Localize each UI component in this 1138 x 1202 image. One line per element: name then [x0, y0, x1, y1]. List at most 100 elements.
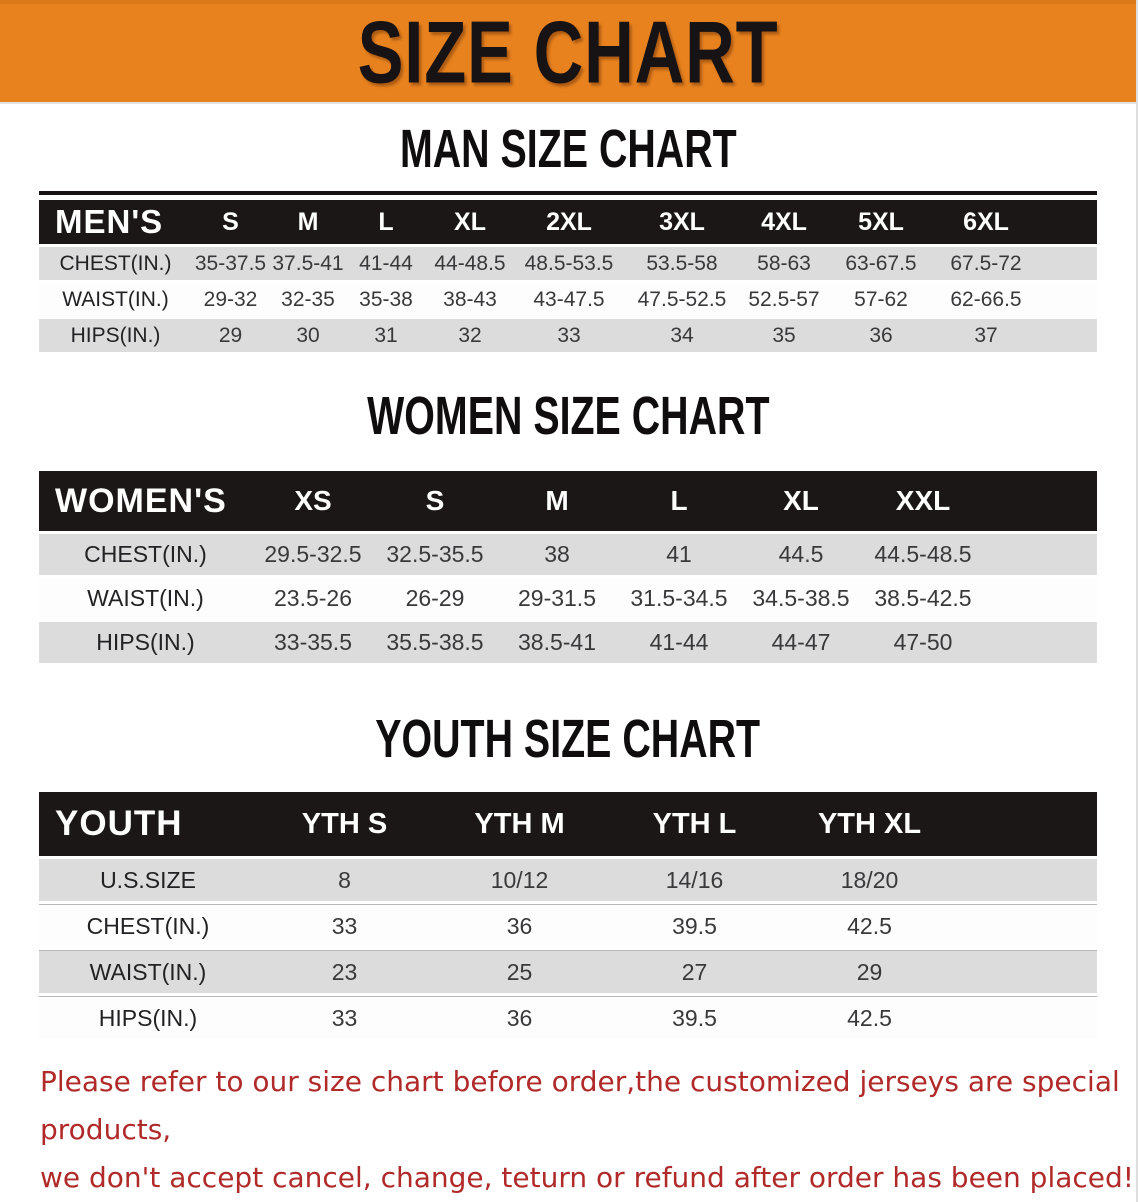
men-size-col-xl: XL	[425, 200, 515, 244]
women-hips-cell: 44-47	[740, 622, 862, 663]
men-size-col-s: S	[192, 200, 269, 244]
youth-size-table: YOUTH YTH S YTH M YTH L YTH XL U.S.SIZE …	[39, 789, 1097, 1042]
men-chest-cell: 41-44	[347, 247, 425, 280]
women-waist-cell: 23.5-26	[252, 578, 374, 619]
men-waist-cell: 35-38	[347, 283, 425, 316]
youth-size-col-s: YTH S	[257, 792, 432, 856]
men-waist-cell: 62-66.5	[935, 283, 1037, 316]
youth-size-col-m: YTH M	[432, 792, 607, 856]
youth-chest-label: CHEST(IN.)	[39, 904, 257, 947]
women-hips-cell: 47-50	[862, 622, 984, 663]
women-size-col-l: L	[618, 471, 740, 531]
women-waist-spacer	[984, 578, 1097, 619]
men-heading-text: MAN SIZE CHART	[399, 119, 737, 180]
women-chest-cell: 44.5	[740, 534, 862, 575]
youth-ussize-cell: 10/12	[432, 859, 607, 901]
youth-ussize-cell: 14/16	[607, 859, 782, 901]
women-size-col-xs: XS	[252, 471, 374, 531]
youth-size-col-l: YTH L	[607, 792, 782, 856]
youth-chest-cell: 36	[432, 904, 607, 947]
men-hips-label: HIPS(IN.)	[39, 319, 192, 352]
women-hips-cell: 38.5-41	[496, 622, 618, 663]
women-waist-cell: 29-31.5	[496, 578, 618, 619]
women-hips-cell: 41-44	[618, 622, 740, 663]
men-size-col-5xl: 5XL	[827, 200, 935, 244]
women-waist-cell: 31.5-34.5	[618, 578, 740, 619]
men-header-label: MEN'S	[39, 200, 192, 244]
men-chest-cell: 53.5-58	[623, 247, 741, 280]
youth-waist-cell: 25	[432, 950, 607, 993]
youth-hips-cell: 36	[432, 996, 607, 1039]
women-heading-text: WOMEN SIZE CHART	[366, 386, 770, 447]
men-hips-cell: 34	[623, 319, 741, 352]
men-size-table: MEN'S S M L XL 2XL 3XL 4XL 5XL 6XL CHEST…	[39, 197, 1097, 355]
women-waist-cell: 38.5-42.5	[862, 578, 984, 619]
youth-ussize-spacer	[957, 859, 1097, 901]
men-waist-label: WAIST(IN.)	[39, 283, 192, 316]
men-waist-cell: 52.5-57	[741, 283, 827, 316]
youth-waist-cell: 29	[782, 950, 957, 993]
youth-ussize-cell: 8	[257, 859, 432, 901]
youth-waist-spacer	[957, 950, 1097, 993]
women-size-col-xxl: XXL	[862, 471, 984, 531]
women-waist-cell: 34.5-38.5	[740, 578, 862, 619]
disclaimer-line-2: we don't accept cancel, change, teturn o…	[40, 1161, 1135, 1194]
women-header-label: WOMEN'S	[39, 471, 252, 531]
women-section-heading: WOMEN SIZE CHART	[0, 387, 1136, 446]
youth-header-row: YOUTH YTH S YTH M YTH L YTH XL	[39, 792, 1097, 856]
youth-waist-label: WAIST(IN.)	[39, 950, 257, 993]
men-size-col-2xl: 2XL	[515, 200, 623, 244]
men-chest-label: CHEST(IN.)	[39, 247, 192, 280]
youth-hips-label: HIPS(IN.)	[39, 996, 257, 1039]
youth-chest-cell: 42.5	[782, 904, 957, 947]
men-chest-cell: 67.5-72	[935, 247, 1037, 280]
men-hips-spacer	[1037, 319, 1097, 352]
men-chest-cell: 44-48.5	[425, 247, 515, 280]
women-hips-label: HIPS(IN.)	[39, 622, 252, 663]
youth-waist-cell: 27	[607, 950, 782, 993]
size-chart-banner: SIZE CHART	[0, 0, 1136, 104]
youth-hips-row: HIPS(IN.) 33 36 39.5 42.5	[39, 996, 1097, 1039]
women-size-col-m: M	[496, 471, 618, 531]
youth-header-label: YOUTH	[39, 792, 257, 856]
women-chest-cell: 44.5-48.5	[862, 534, 984, 575]
women-hips-row: HIPS(IN.) 33-35.5 35.5-38.5 38.5-41 41-4…	[39, 622, 1097, 663]
women-chest-cell: 32.5-35.5	[374, 534, 496, 575]
youth-ussize-row: U.S.SIZE 8 10/12 14/16 18/20	[39, 859, 1097, 901]
disclaimer-line-1: Please refer to our size chart before or…	[40, 1065, 1120, 1146]
women-size-col-xl: XL	[740, 471, 862, 531]
men-waist-cell: 47.5-52.5	[623, 283, 741, 316]
women-chest-cell: 41	[618, 534, 740, 575]
men-hips-cell: 32	[425, 319, 515, 352]
youth-size-col-xl: YTH XL	[782, 792, 957, 856]
men-hips-row: HIPS(IN.) 29 30 31 32 33 34 35 36 37	[39, 319, 1097, 352]
youth-chest-cell: 33	[257, 904, 432, 947]
men-hips-cell: 35	[741, 319, 827, 352]
youth-hips-cell: 39.5	[607, 996, 782, 1039]
men-waist-cell: 57-62	[827, 283, 935, 316]
men-chest-cell: 35-37.5	[192, 247, 269, 280]
men-header-spacer	[1037, 200, 1097, 244]
men-hips-cell: 29	[192, 319, 269, 352]
youth-chest-spacer	[957, 904, 1097, 947]
women-hips-cell: 33-35.5	[252, 622, 374, 663]
men-size-col-4xl: 4XL	[741, 200, 827, 244]
women-hips-cell: 35.5-38.5	[374, 622, 496, 663]
men-size-col-m: M	[269, 200, 347, 244]
men-hips-cell: 37	[935, 319, 1037, 352]
men-chest-row: CHEST(IN.) 35-37.5 37.5-41 41-44 44-48.5…	[39, 247, 1097, 280]
women-header-row: WOMEN'S XS S M L XL XXL	[39, 471, 1097, 531]
men-hips-cell: 36	[827, 319, 935, 352]
men-size-col-6xl: 6XL	[935, 200, 1037, 244]
men-chest-cell: 58-63	[741, 247, 827, 280]
youth-header-spacer	[957, 792, 1097, 856]
youth-waist-row: WAIST(IN.) 23 25 27 29	[39, 950, 1097, 993]
women-header-spacer	[984, 471, 1097, 531]
men-size-col-3xl: 3XL	[623, 200, 741, 244]
men-chest-cell: 63-67.5	[827, 247, 935, 280]
women-chest-cell: 29.5-32.5	[252, 534, 374, 575]
youth-chest-row: CHEST(IN.) 33 36 39.5 42.5	[39, 904, 1097, 947]
women-size-table-container: WOMEN'S XS S M L XL XXL CHEST(IN.) 29.5-…	[39, 468, 1097, 666]
youth-section-heading: YOUTH SIZE CHART	[0, 710, 1136, 769]
youth-hips-spacer	[957, 996, 1097, 1039]
